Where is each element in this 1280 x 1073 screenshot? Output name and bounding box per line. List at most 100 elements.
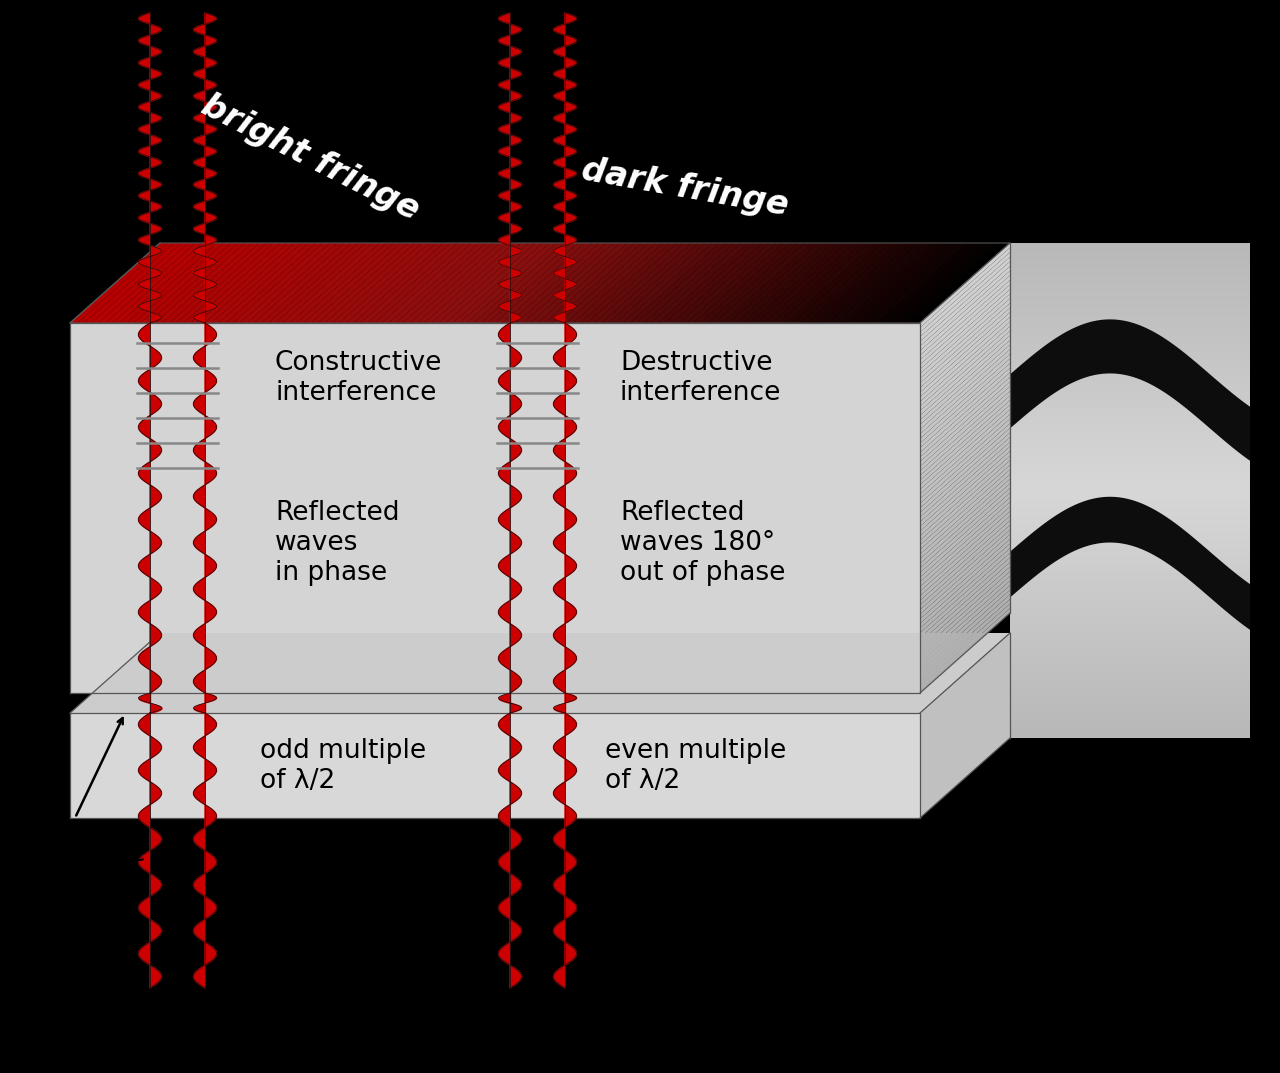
Text: even multiple
of λ/2: even multiple of λ/2 [605,738,786,794]
Polygon shape [1010,358,1251,367]
Polygon shape [920,304,1010,387]
Polygon shape [1010,320,1251,460]
Polygon shape [856,242,954,323]
Polygon shape [1010,557,1251,564]
Polygon shape [658,242,755,323]
Polygon shape [1010,582,1251,589]
Polygon shape [375,242,471,323]
Polygon shape [1010,457,1251,466]
Polygon shape [920,396,1010,481]
Polygon shape [920,280,1010,365]
Polygon shape [742,242,840,323]
Polygon shape [920,493,1010,577]
Polygon shape [728,242,826,323]
Polygon shape [920,400,1010,485]
Polygon shape [920,506,1010,591]
Polygon shape [544,242,641,323]
Polygon shape [1010,342,1251,350]
Polygon shape [283,242,380,323]
Polygon shape [920,604,1010,689]
Polygon shape [1010,647,1251,656]
Polygon shape [630,242,727,323]
Polygon shape [1010,392,1251,400]
Polygon shape [1010,293,1251,300]
Polygon shape [920,567,1010,651]
Polygon shape [70,242,168,323]
Polygon shape [353,242,451,323]
Polygon shape [602,242,699,323]
Polygon shape [311,242,408,323]
Polygon shape [849,242,946,323]
Polygon shape [1010,350,1251,358]
Polygon shape [1010,548,1251,557]
Polygon shape [1010,450,1251,457]
Polygon shape [1010,540,1251,548]
Polygon shape [920,377,1010,461]
Polygon shape [1010,622,1251,631]
Polygon shape [1010,664,1251,672]
Polygon shape [70,633,1010,712]
Polygon shape [1010,573,1251,582]
Text: bright fringe: bright fringe [196,89,425,227]
Polygon shape [183,242,280,323]
Polygon shape [1010,730,1251,738]
Polygon shape [424,242,521,323]
Polygon shape [538,242,635,323]
Polygon shape [481,242,577,323]
Polygon shape [1010,374,1251,383]
Polygon shape [920,256,1010,341]
Polygon shape [920,270,1010,355]
Polygon shape [920,266,1010,351]
Polygon shape [332,242,429,323]
Polygon shape [474,242,571,323]
Polygon shape [672,242,769,323]
Polygon shape [225,242,323,323]
Text: 180° phase
change: 180° phase change [3,842,146,894]
Polygon shape [920,520,1010,605]
Polygon shape [920,456,1010,541]
Polygon shape [772,242,868,323]
Polygon shape [1010,532,1251,540]
Polygon shape [920,386,1010,471]
Polygon shape [1010,631,1251,640]
Polygon shape [920,418,1010,503]
Polygon shape [828,242,925,323]
Polygon shape [1010,425,1251,432]
Polygon shape [573,242,669,323]
Polygon shape [169,242,266,323]
Polygon shape [1010,309,1251,318]
Polygon shape [1010,367,1251,374]
Polygon shape [133,242,230,323]
Polygon shape [892,242,988,323]
Polygon shape [608,242,705,323]
Polygon shape [467,242,563,323]
Polygon shape [792,242,890,323]
Polygon shape [1010,482,1251,490]
Polygon shape [920,594,1010,679]
Polygon shape [920,298,1010,383]
Polygon shape [1010,400,1251,408]
Polygon shape [211,242,308,323]
Polygon shape [580,242,677,323]
Polygon shape [1010,242,1251,251]
Polygon shape [1010,640,1251,647]
Polygon shape [297,242,394,323]
Polygon shape [920,438,1010,521]
Polygon shape [920,488,1010,573]
Polygon shape [920,442,1010,527]
Polygon shape [920,474,1010,559]
Polygon shape [403,242,500,323]
Polygon shape [105,242,202,323]
Polygon shape [920,344,1010,429]
Polygon shape [1010,416,1251,425]
Polygon shape [1010,524,1251,532]
Polygon shape [1010,606,1251,614]
Polygon shape [920,317,1010,401]
Polygon shape [1010,705,1251,714]
Polygon shape [197,242,294,323]
Polygon shape [870,242,968,323]
Polygon shape [920,516,1010,601]
Polygon shape [1010,714,1251,721]
Polygon shape [325,242,422,323]
Polygon shape [666,242,762,323]
